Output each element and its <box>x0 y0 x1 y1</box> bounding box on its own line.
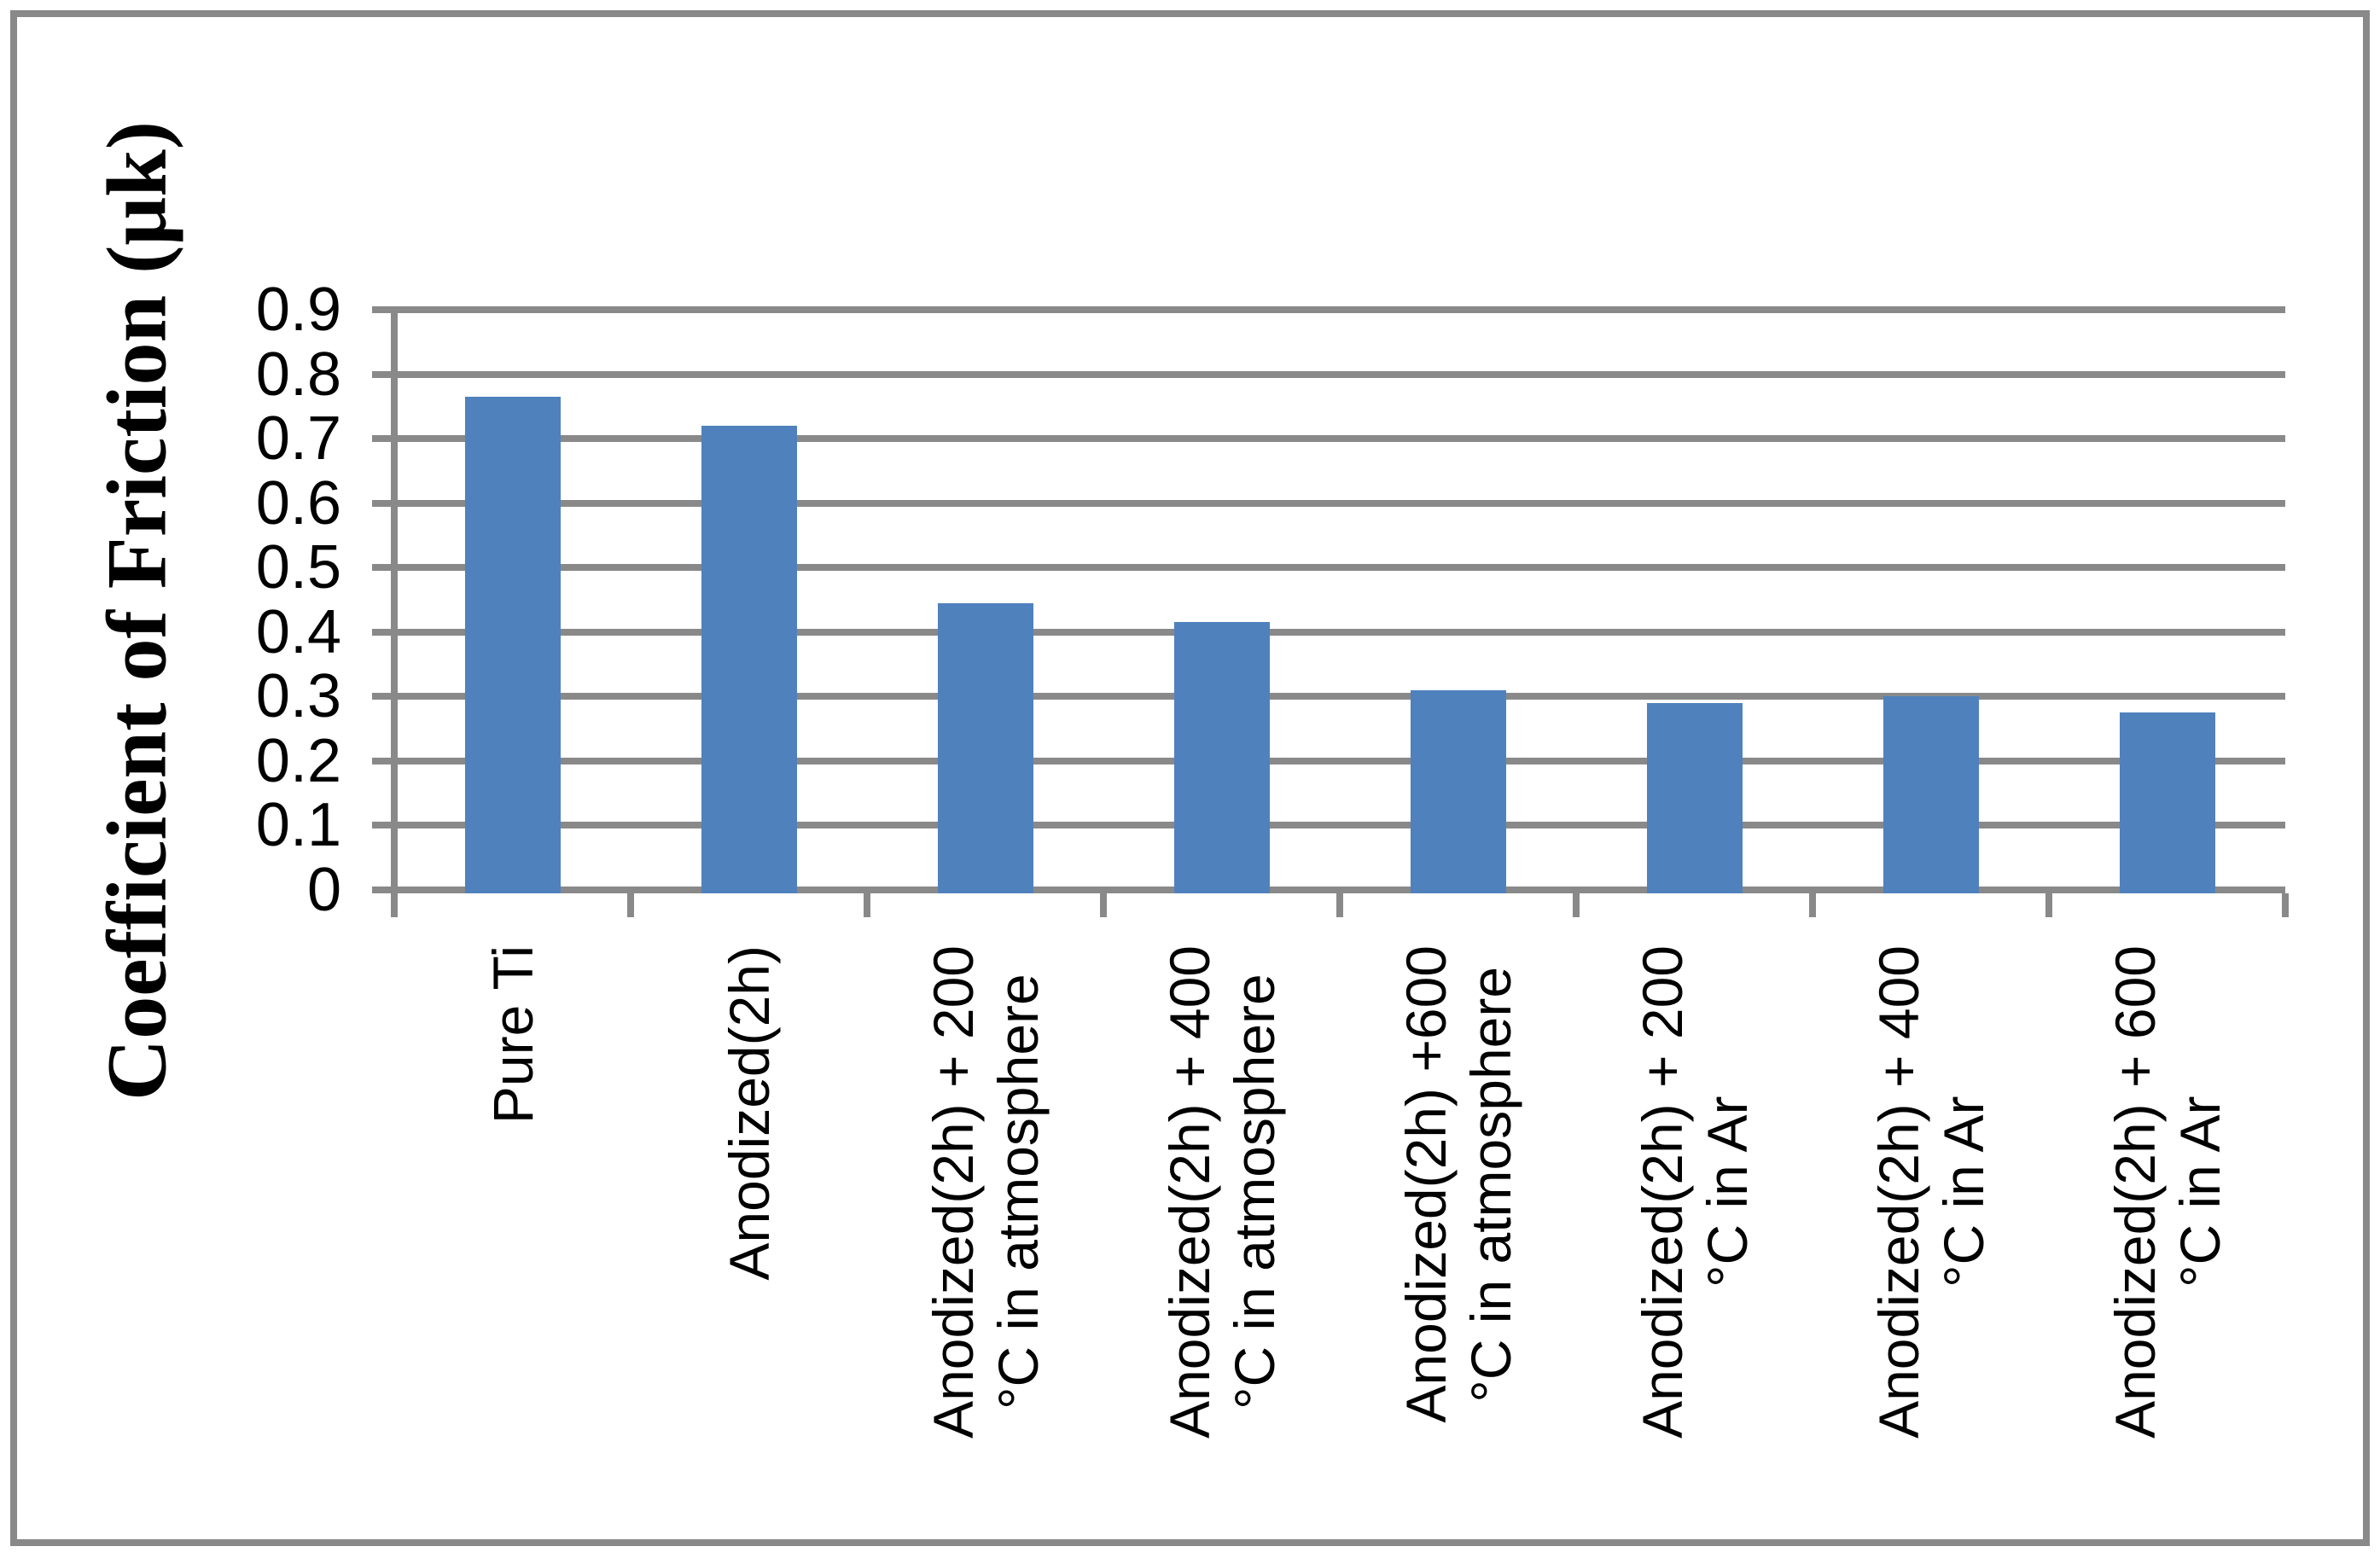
bar <box>1411 690 1506 893</box>
gridline <box>372 306 2285 313</box>
y-axis-tick-label: 0.7 <box>255 404 341 473</box>
x-axis-category-label: Anodized(2h) <box>717 945 781 1281</box>
x-axis-category-slot: Anodized(2h) + 400 °C in atmosphere <box>1103 945 1340 1553</box>
x-axis-category-slot: Anodized(2h) +600 °C in atmosphere <box>1340 945 1576 1553</box>
bar <box>701 426 797 893</box>
y-axis-line <box>391 306 398 893</box>
gridline <box>372 500 2285 507</box>
x-axis-line <box>372 887 2285 893</box>
bar <box>938 603 1033 893</box>
bar <box>1174 622 1270 893</box>
gridline <box>372 693 2285 700</box>
x-axis-category-label: Pure Ti <box>480 945 544 1125</box>
x-axis-category-label: Anodized(2h) + 400 °C in atmosphere <box>1157 945 1286 1439</box>
x-axis-tick-mark <box>1100 893 1107 917</box>
y-axis-tick-label: 0.9 <box>255 276 341 344</box>
x-axis-category-label: Anodized(2h) + 200 °C in Ar <box>1630 945 1759 1439</box>
y-axis-tick-label: 0.5 <box>255 533 341 602</box>
x-axis-tick-mark <box>2045 893 2052 917</box>
x-axis-tick-mark <box>864 893 870 917</box>
y-axis-tick-label: 0.3 <box>255 662 341 730</box>
bar <box>1883 696 1979 893</box>
x-axis-tick-mark <box>627 893 634 917</box>
x-axis-category-label: Anodized(2h) + 600 °C in Ar <box>2103 945 2232 1439</box>
x-axis-tick-mark <box>1573 893 1580 917</box>
x-axis-category-slot: Pure Ti <box>394 945 631 1553</box>
gridline <box>372 564 2285 571</box>
x-axis-category-label: Anodized(2h) +600 °C in atmosphere <box>1394 945 1522 1423</box>
y-axis-tick-label: 0.1 <box>255 791 341 859</box>
gridline <box>372 371 2285 378</box>
y-axis-tick-label: 0.8 <box>255 340 341 409</box>
x-axis-category-slot: Anodized(2h) + 600 °C in Ar <box>2049 945 2285 1553</box>
y-axis-tick-label: 0 <box>306 856 341 924</box>
gridline <box>372 629 2285 636</box>
x-axis-category-slot: Anodized(2h) + 400 °C in Ar <box>1813 945 2049 1553</box>
y-axis-tick-label: 0.6 <box>255 469 341 538</box>
x-axis-category-label: Anodized(2h) + 200 °C in atmosphere <box>921 945 1050 1439</box>
x-axis-category-slot: Anodized(2h) + 200 °C in Ar <box>1576 945 1813 1553</box>
x-axis-tick-mark <box>1809 893 1816 917</box>
x-axis-tick-mark <box>391 893 398 917</box>
y-axis-tick-label: 0.4 <box>255 598 341 666</box>
bar <box>465 397 561 893</box>
x-axis-category-label: Anodized(2h) + 400 °C in Ar <box>1866 945 1995 1439</box>
x-axis-category-slot: Anodized(2h) + 200 °C in atmosphere <box>867 945 1103 1553</box>
x-axis-category-slot: Anodized(2h) <box>631 945 867 1553</box>
y-axis-tick-label: 0.2 <box>255 727 341 795</box>
gridline <box>372 822 2285 828</box>
bar <box>2120 712 2215 893</box>
x-axis-tick-mark <box>2282 893 2289 917</box>
gridline <box>372 435 2285 442</box>
bar <box>1647 703 1743 893</box>
gridline <box>372 758 2285 764</box>
x-axis-tick-mark <box>1336 893 1343 917</box>
